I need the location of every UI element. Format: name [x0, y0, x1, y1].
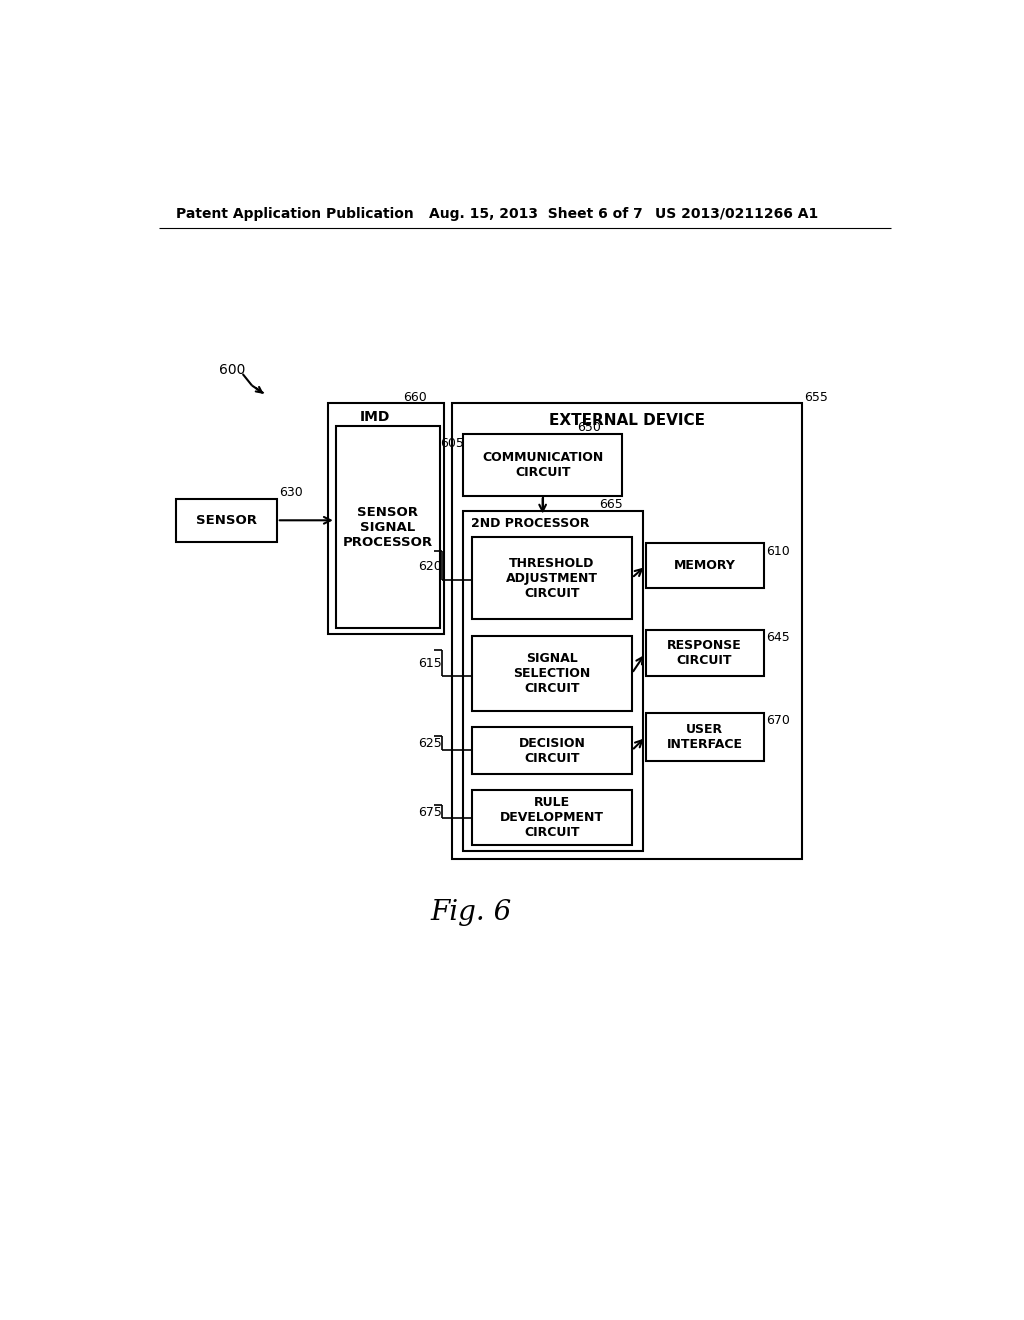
- Text: RESPONSE
CIRCUIT: RESPONSE CIRCUIT: [668, 639, 742, 667]
- Text: 630: 630: [280, 486, 303, 499]
- Text: 665: 665: [599, 499, 623, 511]
- Bar: [463, 511, 643, 851]
- Text: 600: 600: [219, 363, 246, 378]
- Text: IMD: IMD: [359, 411, 390, 424]
- Text: 2ND PROCESSOR: 2ND PROCESSOR: [471, 517, 589, 529]
- Bar: [646, 544, 764, 589]
- Text: 655: 655: [805, 391, 828, 404]
- Text: 625: 625: [418, 737, 441, 750]
- Bar: [472, 537, 632, 619]
- Text: SENSOR
SIGNAL
PROCESSOR: SENSOR SIGNAL PROCESSOR: [343, 506, 433, 549]
- Text: COMMUNICATION
CIRCUIT: COMMUNICATION CIRCUIT: [482, 451, 603, 479]
- Text: SIGNAL
SELECTION
CIRCUIT: SIGNAL SELECTION CIRCUIT: [513, 652, 591, 696]
- Bar: [336, 426, 439, 628]
- Text: 675: 675: [418, 807, 441, 820]
- Text: SENSOR: SENSOR: [196, 513, 257, 527]
- Bar: [463, 434, 623, 496]
- Bar: [472, 726, 632, 775]
- Text: USER
INTERFACE: USER INTERFACE: [667, 722, 742, 751]
- Bar: [176, 499, 276, 543]
- Text: Patent Application Publication: Patent Application Publication: [176, 207, 414, 220]
- Bar: [452, 404, 802, 859]
- Text: Aug. 15, 2013  Sheet 6 of 7: Aug. 15, 2013 Sheet 6 of 7: [429, 207, 642, 220]
- Bar: [646, 630, 764, 676]
- Text: DECISION
CIRCUIT: DECISION CIRCUIT: [518, 737, 586, 764]
- Bar: [472, 636, 632, 711]
- Text: 670: 670: [767, 714, 791, 727]
- Text: US 2013/0211266 A1: US 2013/0211266 A1: [655, 207, 818, 220]
- Text: EXTERNAL DEVICE: EXTERNAL DEVICE: [549, 413, 706, 428]
- Text: 605: 605: [440, 437, 464, 450]
- Text: 650: 650: [578, 421, 601, 434]
- Text: MEMORY: MEMORY: [674, 560, 735, 573]
- Bar: [472, 789, 632, 845]
- Text: RULE
DEVELOPMENT
CIRCUIT: RULE DEVELOPMENT CIRCUIT: [500, 796, 604, 840]
- Bar: [328, 404, 444, 635]
- Text: Fig. 6: Fig. 6: [430, 899, 512, 927]
- Bar: [646, 713, 764, 760]
- Text: 610: 610: [767, 545, 791, 557]
- Text: 660: 660: [403, 391, 427, 404]
- Text: THRESHOLD
ADJUSTMENT
CIRCUIT: THRESHOLD ADJUSTMENT CIRCUIT: [506, 557, 598, 599]
- Text: 620: 620: [418, 560, 441, 573]
- Text: 615: 615: [418, 657, 441, 671]
- Text: 645: 645: [767, 631, 791, 644]
